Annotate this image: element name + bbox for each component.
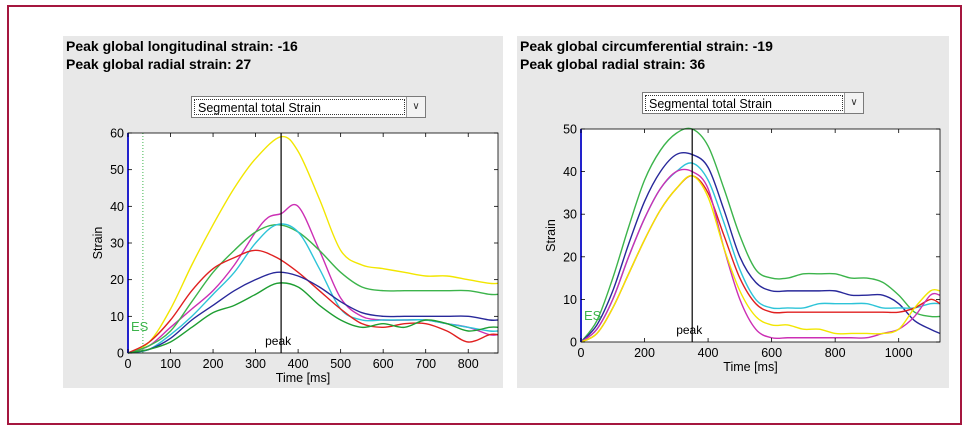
x-tick-label: 0 — [125, 357, 132, 371]
x-tick-label: 200 — [203, 357, 224, 371]
y-tick-label: 50 — [563, 123, 577, 137]
left-header-line2: Peak global radial strain: 27 — [66, 56, 252, 72]
right-header-line1: Peak global circumferential strain: -19 — [520, 38, 773, 54]
left-strain-panel: Peak global longitudinal strain: -16 Pea… — [63, 36, 503, 388]
x-tick-label: 300 — [245, 357, 266, 371]
y-axis-label: Strain — [544, 219, 558, 252]
peak-label: peak — [676, 323, 703, 337]
series-line-6 — [127, 271, 499, 354]
peak-label: peak — [265, 334, 292, 348]
y-axis-label: Strain — [91, 227, 105, 260]
series-line-1 — [580, 127, 941, 343]
plot-area — [128, 133, 498, 353]
series-line-7 — [127, 282, 499, 354]
left-header-line1: Peak global longitudinal strain: -16 — [66, 38, 298, 54]
left-select-value: Segmental total Strain — [194, 99, 405, 115]
x-axis-label: Time [ms] — [723, 360, 777, 374]
right-strain-type-select[interactable]: Segmental total Strain ∨ — [642, 92, 864, 114]
y-tick-label: 60 — [110, 127, 124, 141]
x-tick-label: 0 — [578, 346, 585, 360]
y-tick-label: 10 — [563, 293, 577, 307]
chevron-down-icon[interactable]: ∨ — [844, 93, 863, 113]
y-tick-label: 0 — [570, 336, 577, 350]
y-tick-label: 30 — [110, 237, 124, 251]
x-tick-label: 800 — [825, 346, 846, 360]
x-tick-label: 400 — [698, 346, 719, 360]
x-tick-label: 600 — [373, 357, 394, 371]
x-tick-label: 200 — [634, 346, 655, 360]
es-label: ES — [584, 308, 602, 323]
x-tick-label: 700 — [415, 357, 436, 371]
x-tick-label: 100 — [160, 357, 181, 371]
y-tick-label: 20 — [563, 250, 577, 264]
x-tick-label: 1000 — [885, 346, 913, 360]
left-strain-type-select[interactable]: Segmental total Strain ∨ — [191, 96, 426, 118]
x-axis-label: Time [ms] — [276, 371, 330, 385]
y-tick-label: 50 — [110, 163, 124, 177]
x-tick-label: 400 — [288, 357, 309, 371]
right-select-value: Segmental total Strain — [645, 95, 843, 111]
y-tick-label: 40 — [563, 165, 577, 179]
series-line-1 — [127, 135, 499, 354]
plot-area — [581, 129, 940, 342]
series-line-5 — [127, 249, 499, 354]
x-tick-label: 600 — [761, 346, 782, 360]
y-tick-label: 0 — [117, 347, 124, 361]
y-tick-label: 30 — [563, 208, 577, 222]
series-line-2 — [580, 151, 941, 343]
x-tick-label: 500 — [330, 357, 351, 371]
right-strain-panel: Peak global circumferential strain: -19 … — [517, 36, 949, 388]
y-tick-label: 40 — [110, 200, 124, 214]
series-line-3 — [127, 223, 499, 354]
series-line-6 — [580, 175, 941, 343]
right-strain-chart: ES peak 0 10 20 30 40 50 0 200 400 600 800 1000 Time [… — [544, 123, 941, 374]
y-tick-label: 10 — [110, 310, 124, 324]
x-tick-label: 800 — [458, 357, 479, 371]
chevron-down-icon[interactable]: ∨ — [406, 97, 425, 117]
right-header-line2: Peak global radial strain: 36 — [520, 56, 706, 72]
y-tick-label: 20 — [110, 273, 124, 287]
es-label: ES — [131, 319, 149, 334]
